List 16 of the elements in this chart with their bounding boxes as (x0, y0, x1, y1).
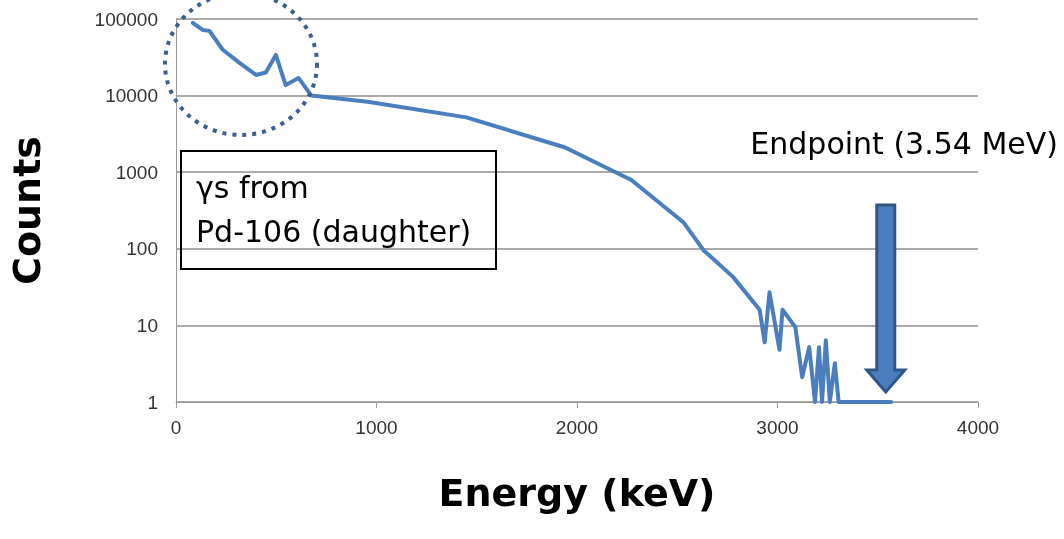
x-tick-label: 4000 (956, 417, 1000, 438)
y-tick-label: 100 (126, 238, 158, 260)
y-tick-label: 10000 (105, 85, 158, 107)
annotation: Endpoint (3.54 MeV) (750, 125, 1058, 163)
x-tick-label: 0 (170, 417, 182, 438)
y-tick-label: 10 (136, 314, 158, 336)
annotation: γs from Pd-106 (daughter) (180, 150, 498, 270)
y-axis-title: Counts (5, 136, 49, 285)
x-tick-label: 1000 (355, 417, 398, 438)
line-series (190, 20, 894, 404)
x-axis-title: Energy (keV) (438, 471, 716, 515)
y-tick-label: 1 (147, 391, 158, 413)
y-tick-label: 100000 (94, 8, 158, 30)
x-tick-label: 3000 (756, 417, 799, 438)
y-tick-label: 1000 (115, 161, 158, 183)
x-tick-label: 2000 (555, 417, 599, 438)
